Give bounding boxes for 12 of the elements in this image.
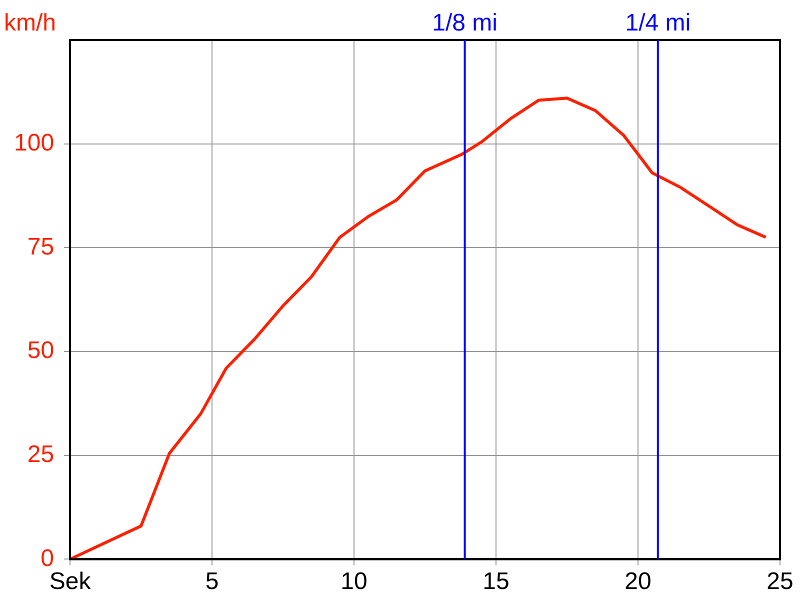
x-tick-label: 25 <box>766 568 794 596</box>
x-tick-label: 15 <box>482 568 510 596</box>
y-tick-label: 25 <box>27 440 54 468</box>
y-axis-title: km/h <box>4 10 56 37</box>
y-tick-label: 50 <box>27 337 54 364</box>
ref-line-label: 1/8 mi <box>432 10 498 37</box>
ref-line-label: 1/4 mi <box>625 10 691 37</box>
x-tick-label: 10 <box>340 568 368 596</box>
y-tick-label: 100 <box>14 129 54 156</box>
x-tick-label: 5 <box>205 568 219 596</box>
y-tick-label: 75 <box>27 233 54 260</box>
x-tick-label: 20 <box>624 568 652 596</box>
